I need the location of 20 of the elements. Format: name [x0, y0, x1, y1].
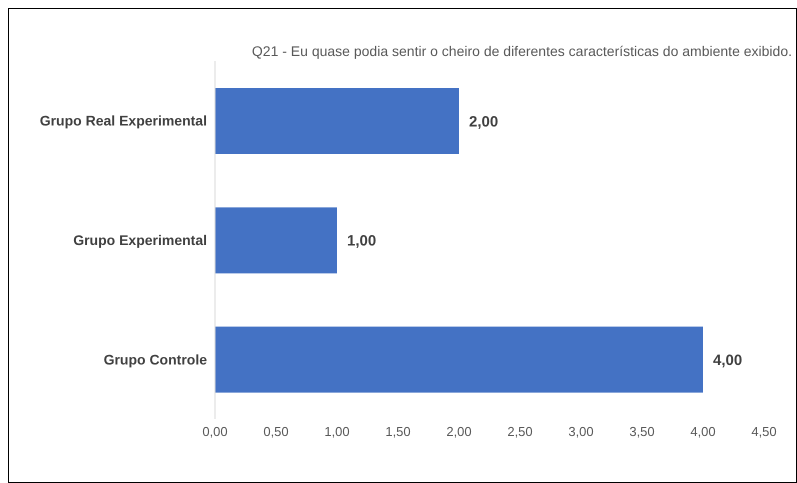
chart-title: Q21 - Eu quase podia sentir o cheiro de diferentes características do ambiente exibido. [250, 43, 792, 59]
x-tick-label: 1,50 [385, 424, 411, 440]
x-tick-label: 3,00 [568, 424, 594, 440]
bar [215, 88, 459, 154]
data-label: 1,00 [347, 232, 376, 250]
y-tick-label: Grupo Controle [104, 351, 208, 368]
data-label: 2,00 [469, 113, 498, 130]
x-tick-label: 2,00 [446, 424, 472, 440]
bar [215, 326, 703, 393]
bar [215, 207, 337, 274]
x-tick-label: 0,00 [202, 424, 228, 440]
x-tick-label: 3,50 [629, 424, 655, 440]
y-tick-label: Grupo Real Experimental [40, 112, 207, 129]
x-tick-label: 4,00 [690, 424, 716, 440]
x-tick-label: 2,50 [507, 424, 533, 440]
x-tick-label: 4,50 [751, 424, 777, 440]
x-tick-label: 1,00 [324, 424, 350, 440]
x-tick-label: 0,50 [263, 424, 289, 440]
data-label: 4,00 [713, 352, 742, 369]
y-tick-label: Grupo Experimental [73, 232, 207, 248]
